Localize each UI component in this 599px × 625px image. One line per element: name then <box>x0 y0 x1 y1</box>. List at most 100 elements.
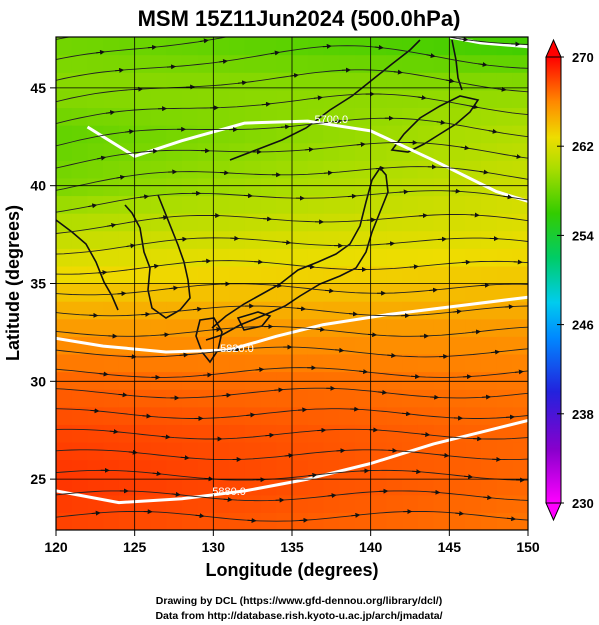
heat-cell <box>496 72 513 91</box>
heat-cell <box>433 248 450 267</box>
heat-cell <box>56 142 73 161</box>
heat-cell <box>292 142 309 161</box>
heat-cell <box>181 37 199 56</box>
chart-title: MSM 15Z11Jun2024 (500.0hPa) <box>138 6 461 31</box>
heat-cell <box>354 54 372 73</box>
heat-cell <box>292 336 309 355</box>
heat-cell <box>197 265 214 285</box>
heat-cell <box>386 230 403 249</box>
heat-cell <box>433 72 450 91</box>
heat-cell <box>339 494 356 513</box>
heat-cell <box>244 177 262 197</box>
heat-cell <box>197 160 214 179</box>
heat-cell <box>213 301 230 320</box>
heat-cell <box>354 336 372 355</box>
heat-cell <box>56 107 73 126</box>
streamline-arrow <box>479 169 489 175</box>
heat-cell <box>386 107 403 126</box>
heat-cell <box>197 213 214 232</box>
heat-cell <box>229 107 246 126</box>
heat-cell <box>150 265 167 285</box>
heat-cell <box>402 406 419 425</box>
heat-cell <box>229 89 246 109</box>
heat-cell <box>402 477 419 496</box>
heat-cell <box>465 406 482 425</box>
grid <box>56 37 528 530</box>
heat-cell <box>166 459 183 478</box>
heat-cell <box>166 283 183 302</box>
heat-cell <box>150 230 167 249</box>
heat-cell <box>386 177 403 197</box>
heat-cell <box>386 195 403 214</box>
heat-cell <box>465 142 482 161</box>
heat-cell <box>386 248 403 267</box>
heat-cell <box>449 371 466 390</box>
streamline-arrow <box>503 194 513 200</box>
streamline-arrow <box>325 288 335 294</box>
heat-cell <box>354 477 372 496</box>
heat-cell <box>307 248 325 267</box>
streamline-arrow <box>417 95 427 101</box>
heat-cell <box>276 160 293 179</box>
heat-cell <box>480 494 498 513</box>
heat-cell <box>134 424 151 443</box>
heat-cell <box>244 265 262 285</box>
heat-cell <box>292 160 309 179</box>
heat-cell <box>323 177 340 197</box>
heat-cell <box>150 195 167 214</box>
heat-cell <box>181 142 199 161</box>
heat-cell <box>229 283 246 302</box>
heat-cell <box>103 213 120 232</box>
heat-cell <box>71 195 89 214</box>
japan-kyushu-coastline <box>195 317 223 364</box>
heat-cell <box>465 125 482 144</box>
heat-cell <box>465 213 482 232</box>
heat-cell <box>103 494 120 513</box>
heat-cell <box>229 459 246 478</box>
heat-cell <box>118 248 136 267</box>
streamline-arrow <box>142 413 152 419</box>
heat-cell <box>480 37 498 56</box>
heat-cell <box>402 459 419 478</box>
heat-cell <box>292 459 309 478</box>
heat-cell <box>118 512 136 530</box>
heat-cell <box>244 371 262 390</box>
heat-cell <box>496 125 513 144</box>
heat-cell <box>213 177 230 197</box>
streamline-arrow <box>289 73 299 78</box>
heat-cell <box>71 301 89 320</box>
heat-cell <box>402 265 419 285</box>
heat-cell <box>103 89 120 109</box>
heat-cell <box>292 230 309 249</box>
heat-cell <box>307 265 325 285</box>
heat-cell <box>213 54 230 73</box>
x-tick-label: 140 <box>359 539 383 555</box>
heat-cell <box>480 477 498 496</box>
heat-cell <box>307 230 325 249</box>
heat-cell <box>134 301 151 320</box>
x-tick-label: 120 <box>44 539 68 555</box>
heat-cell <box>181 54 199 73</box>
heat-cell <box>87 318 104 337</box>
heat-cell <box>197 389 214 408</box>
streamline-arrow <box>88 203 98 209</box>
heat-cell <box>118 371 136 390</box>
heat-cell <box>87 54 104 73</box>
heat-cell <box>150 477 167 496</box>
streamline-arrow <box>99 371 109 377</box>
heat-cell <box>181 230 199 249</box>
heat-cell <box>56 371 73 390</box>
streamline-arrow <box>166 64 177 70</box>
heat-cell <box>402 160 419 179</box>
heat-cell <box>166 353 183 373</box>
heat-cell <box>307 406 325 425</box>
heat-cell <box>103 318 120 337</box>
heat-cell <box>370 195 387 214</box>
heat-cell <box>150 248 167 267</box>
heat-cell <box>339 142 356 161</box>
heat-cell <box>370 371 387 390</box>
heat-cell <box>354 424 372 443</box>
heat-cell <box>370 512 387 530</box>
heat-cell <box>244 54 262 73</box>
heat-cell <box>87 107 104 126</box>
